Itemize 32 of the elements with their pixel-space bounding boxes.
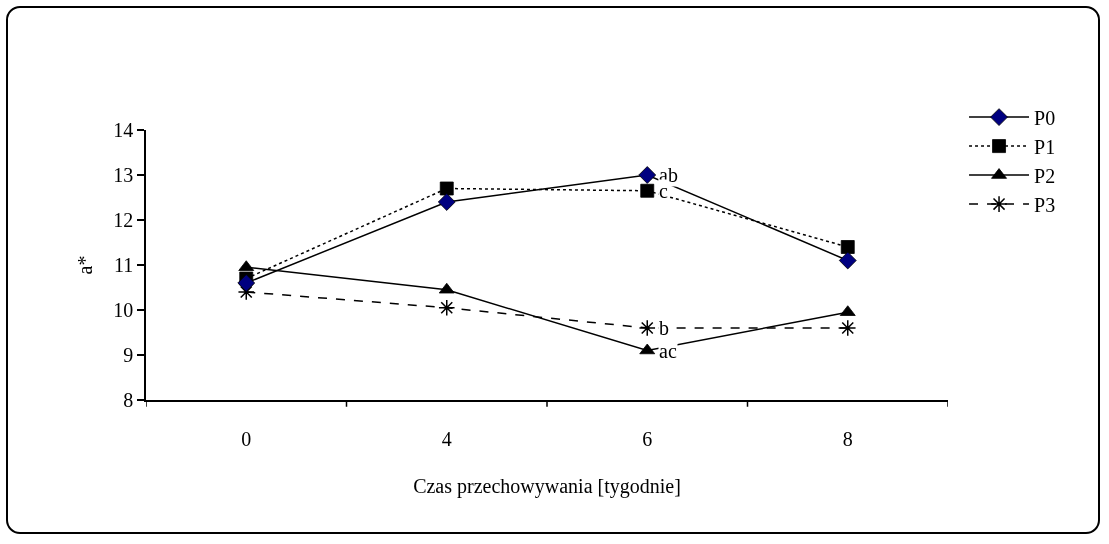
legend-label: P2 <box>1034 164 1056 187</box>
point <box>838 251 857 270</box>
y-tick-label: 9 <box>123 344 134 366</box>
y-axis-title: a* <box>74 255 97 275</box>
point <box>840 240 855 254</box>
point <box>438 282 455 294</box>
point <box>438 299 456 317</box>
point <box>640 183 655 198</box>
annotation: b <box>659 317 669 339</box>
point <box>439 181 454 196</box>
point <box>437 193 456 211</box>
y-tick-label: 8 <box>123 389 134 411</box>
point <box>839 319 857 337</box>
x-tick-label: 8 <box>842 427 853 450</box>
legend-label: P0 <box>1034 106 1056 129</box>
annotation: c <box>659 180 668 202</box>
x-tick-label: 4 <box>441 427 452 450</box>
x-tick-label: 6 <box>642 427 653 450</box>
y-tick-label: 12 <box>113 209 134 231</box>
point <box>639 343 656 355</box>
point <box>638 319 656 337</box>
legend-label: P1 <box>1034 135 1056 158</box>
point <box>237 274 256 292</box>
point <box>638 166 657 184</box>
y-tick-label: 13 <box>113 164 134 186</box>
x-tick-label: 0 <box>241 427 252 450</box>
annotation: ac <box>659 340 677 362</box>
y-tick-label: 11 <box>113 254 134 276</box>
y-tick-label: 10 <box>113 299 134 321</box>
y-tick-label: 14 <box>113 119 134 141</box>
x-axis-title: Czas przechowywania [tygodnie] <box>413 474 681 498</box>
legend-label: P3 <box>1034 193 1056 216</box>
